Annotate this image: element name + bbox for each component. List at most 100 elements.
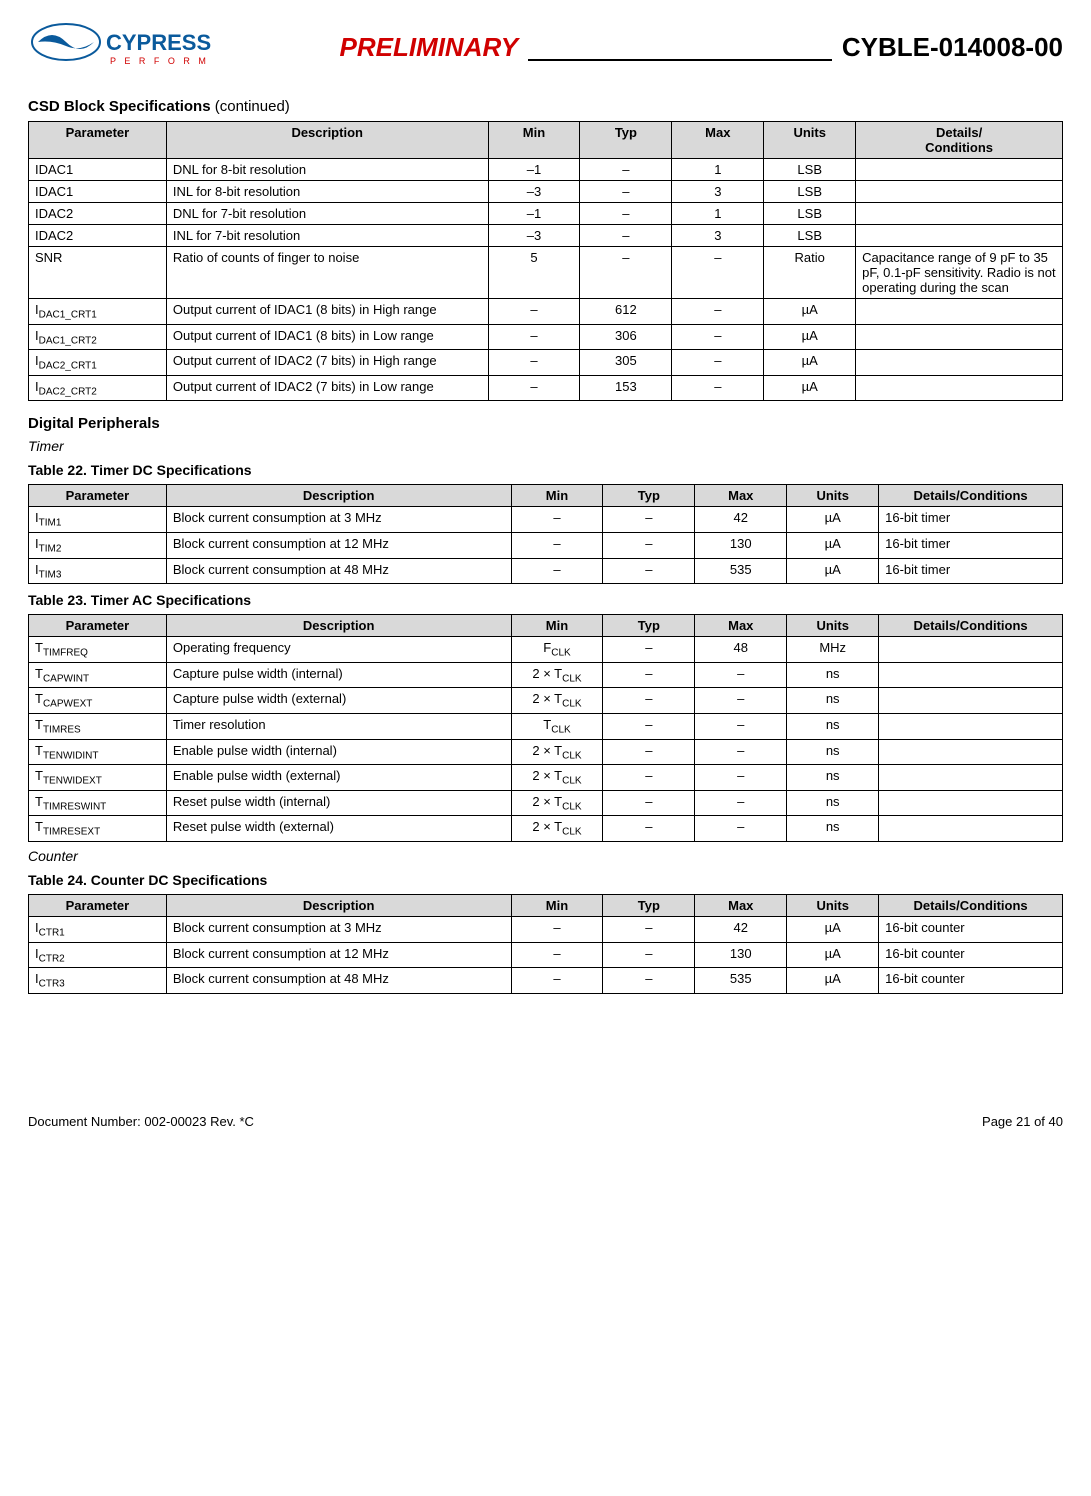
cell-desc: Block current consumption at 48 MHz <box>166 968 511 994</box>
t24-table: Parameter Description Min Typ Max Units … <box>28 894 1063 994</box>
cell-param: ICTR2 <box>29 942 167 968</box>
table-row: TTIMRESWINTReset pulse width (internal)2… <box>29 790 1063 816</box>
cell-typ: – <box>603 816 695 842</box>
cell-units: ns <box>787 816 879 842</box>
table-row: TCAPWINTCapture pulse width (internal)2 … <box>29 662 1063 688</box>
table-row: IDAC1INL for 8-bit resolution–3–3LSB <box>29 181 1063 203</box>
cell-typ: 612 <box>580 299 672 325</box>
cell-desc: Capture pulse width (internal) <box>166 662 511 688</box>
th-typ: Typ <box>603 894 695 916</box>
cell-typ: – <box>603 713 695 739</box>
table-row: TTENWIDINTEnable pulse width (internal)2… <box>29 739 1063 765</box>
cell-min: – <box>488 324 580 350</box>
cell-min: –1 <box>488 203 580 225</box>
cell-cond <box>879 637 1063 663</box>
th-desc: Description <box>166 485 511 507</box>
th-max: Max <box>672 122 764 159</box>
cell-desc: Enable pulse width (internal) <box>166 739 511 765</box>
cell-param: ICTR3 <box>29 968 167 994</box>
cell-min: 2 × TCLK <box>511 790 603 816</box>
cell-param: ITIM1 <box>29 507 167 533</box>
cell-param: TTIMRESWINT <box>29 790 167 816</box>
cell-units: ns <box>787 713 879 739</box>
cell-min: –3 <box>488 225 580 247</box>
csd-section-title: CSD Block Specifications (continued) <box>28 98 1063 115</box>
table-row: TTENWIDEXTEnable pulse width (external)2… <box>29 765 1063 791</box>
cell-typ: 153 <box>580 375 672 401</box>
cell-param: TTIMFREQ <box>29 637 167 663</box>
cell-cond: 16-bit counter <box>879 968 1063 994</box>
cypress-logo-icon: CYPRESS P E R F O R M <box>28 20 218 80</box>
cell-param: TTENWIDEXT <box>29 765 167 791</box>
cell-cond <box>879 739 1063 765</box>
table-row: SNRRatio of counts of finger to noise5––… <box>29 247 1063 299</box>
cell-units: LSB <box>764 225 856 247</box>
cell-cond <box>879 713 1063 739</box>
cell-desc: Output current of IDAC2 (7 bits) in High… <box>166 350 488 376</box>
cell-units: LSB <box>764 159 856 181</box>
table-row: IDAC1DNL for 8-bit resolution–1–1LSB <box>29 159 1063 181</box>
cell-cond <box>856 203 1063 225</box>
csd-table: Parameter Description Min Typ Max Units … <box>28 121 1063 401</box>
table-row: ITIM1Block current consumption at 3 MHz–… <box>29 507 1063 533</box>
cell-max: 535 <box>695 968 787 994</box>
cell-typ: – <box>603 637 695 663</box>
page-header: CYPRESS P E R F O R M PRELIMINARY CYBLE-… <box>28 20 1063 80</box>
cell-min: –1 <box>488 159 580 181</box>
cell-max: 42 <box>695 507 787 533</box>
cell-min: 2 × TCLK <box>511 688 603 714</box>
cell-max: – <box>695 816 787 842</box>
th-param: Parameter <box>29 485 167 507</box>
cell-cond <box>856 225 1063 247</box>
cell-typ: – <box>603 790 695 816</box>
cell-param: IDAC1 <box>29 181 167 203</box>
cell-param: IDAC1_CRT1 <box>29 299 167 325</box>
t24-body: ICTR1Block current consumption at 3 MHz–… <box>29 916 1063 993</box>
cell-max: – <box>695 713 787 739</box>
table-row: IDAC1_CRT2Output current of IDAC1 (8 bit… <box>29 324 1063 350</box>
cell-param: IDAC2_CRT2 <box>29 375 167 401</box>
cell-units: Ratio <box>764 247 856 299</box>
cell-units: µA <box>787 968 879 994</box>
cell-desc: Enable pulse width (external) <box>166 765 511 791</box>
cell-desc: Output current of IDAC2 (7 bits) in Low … <box>166 375 488 401</box>
t24-caption: Table 24. Counter DC Specifications <box>28 872 1063 888</box>
cell-max: 535 <box>695 558 787 584</box>
cell-desc: Block current consumption at 3 MHz <box>166 507 511 533</box>
csd-title-cont: (continued) <box>215 98 290 115</box>
cell-param: IDAC1_CRT2 <box>29 324 167 350</box>
cell-desc: Ratio of counts of finger to noise <box>166 247 488 299</box>
cell-param: SNR <box>29 247 167 299</box>
cell-units: µA <box>764 375 856 401</box>
cell-units: µA <box>764 350 856 376</box>
th-cond: Details/Conditions <box>879 615 1063 637</box>
cell-units: LSB <box>764 181 856 203</box>
th-min: Min <box>511 615 603 637</box>
logo-text: CYPRESS <box>106 30 211 55</box>
cell-units: MHz <box>787 637 879 663</box>
table-row: ICTR2Block current consumption at 12 MHz… <box>29 942 1063 968</box>
cell-desc: Block current consumption at 48 MHz <box>166 558 511 584</box>
cell-min: – <box>511 942 603 968</box>
th-param: Parameter <box>29 122 167 159</box>
t22-table: Parameter Description Min Typ Max Units … <box>28 484 1063 584</box>
cell-typ: – <box>580 225 672 247</box>
page-number: Page 21 of 40 <box>982 1114 1063 1129</box>
t22-caption: Table 22. Timer DC Specifications <box>28 462 1063 478</box>
cell-max: 3 <box>672 181 764 203</box>
t23-table: Parameter Description Min Typ Max Units … <box>28 614 1063 842</box>
table-row: TTIMRESTimer resolutionTCLK––ns <box>29 713 1063 739</box>
cell-cond <box>879 816 1063 842</box>
cell-cond: Capacitance range of 9 pF to 35 pF, 0.1-… <box>856 247 1063 299</box>
th-units: Units <box>787 485 879 507</box>
cell-desc: INL for 7-bit resolution <box>166 225 488 247</box>
cell-max: – <box>695 765 787 791</box>
cell-typ: – <box>580 203 672 225</box>
cell-min: FCLK <box>511 637 603 663</box>
part-number: CYBLE-014008-00 <box>842 32 1063 63</box>
cell-typ: – <box>603 916 695 942</box>
cell-max: 48 <box>695 637 787 663</box>
cell-units: µA <box>787 916 879 942</box>
th-param: Parameter <box>29 894 167 916</box>
cell-units: ns <box>787 765 879 791</box>
